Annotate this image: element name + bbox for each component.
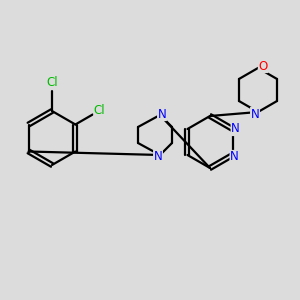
Text: N: N <box>231 122 240 136</box>
Text: O: O <box>258 59 268 73</box>
Text: Cl: Cl <box>94 104 105 117</box>
Text: N: N <box>250 107 260 121</box>
Text: Cl: Cl <box>46 76 58 89</box>
Text: N: N <box>230 151 239 164</box>
Text: N: N <box>154 151 162 164</box>
Text: N: N <box>158 107 166 121</box>
